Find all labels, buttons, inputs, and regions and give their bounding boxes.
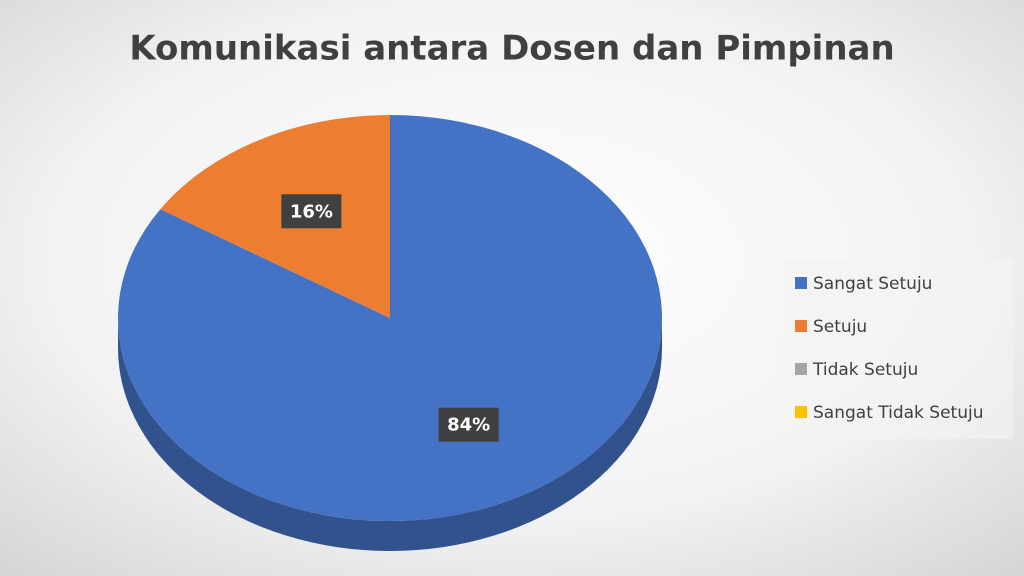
legend-label: Setuju bbox=[813, 317, 867, 337]
legend-box bbox=[783, 259, 1013, 439]
data-label: 84% bbox=[447, 415, 490, 436]
legend-swatch bbox=[795, 363, 807, 375]
legend-swatch bbox=[795, 277, 807, 289]
chart-title: Komunikasi antara Dosen dan Pimpinan bbox=[129, 29, 894, 69]
data-label-box bbox=[281, 194, 342, 229]
pie-slice bbox=[160, 115, 390, 318]
legend-label: Sangat Setuju bbox=[813, 274, 932, 294]
legend-label: Sangat Tidak Setuju bbox=[813, 403, 984, 423]
legend-label: Tidak Setuju bbox=[812, 360, 918, 380]
data-label-box bbox=[438, 407, 499, 442]
legend-swatch bbox=[795, 406, 807, 418]
data-label: 16% bbox=[290, 201, 333, 222]
legend-swatch bbox=[795, 320, 807, 332]
